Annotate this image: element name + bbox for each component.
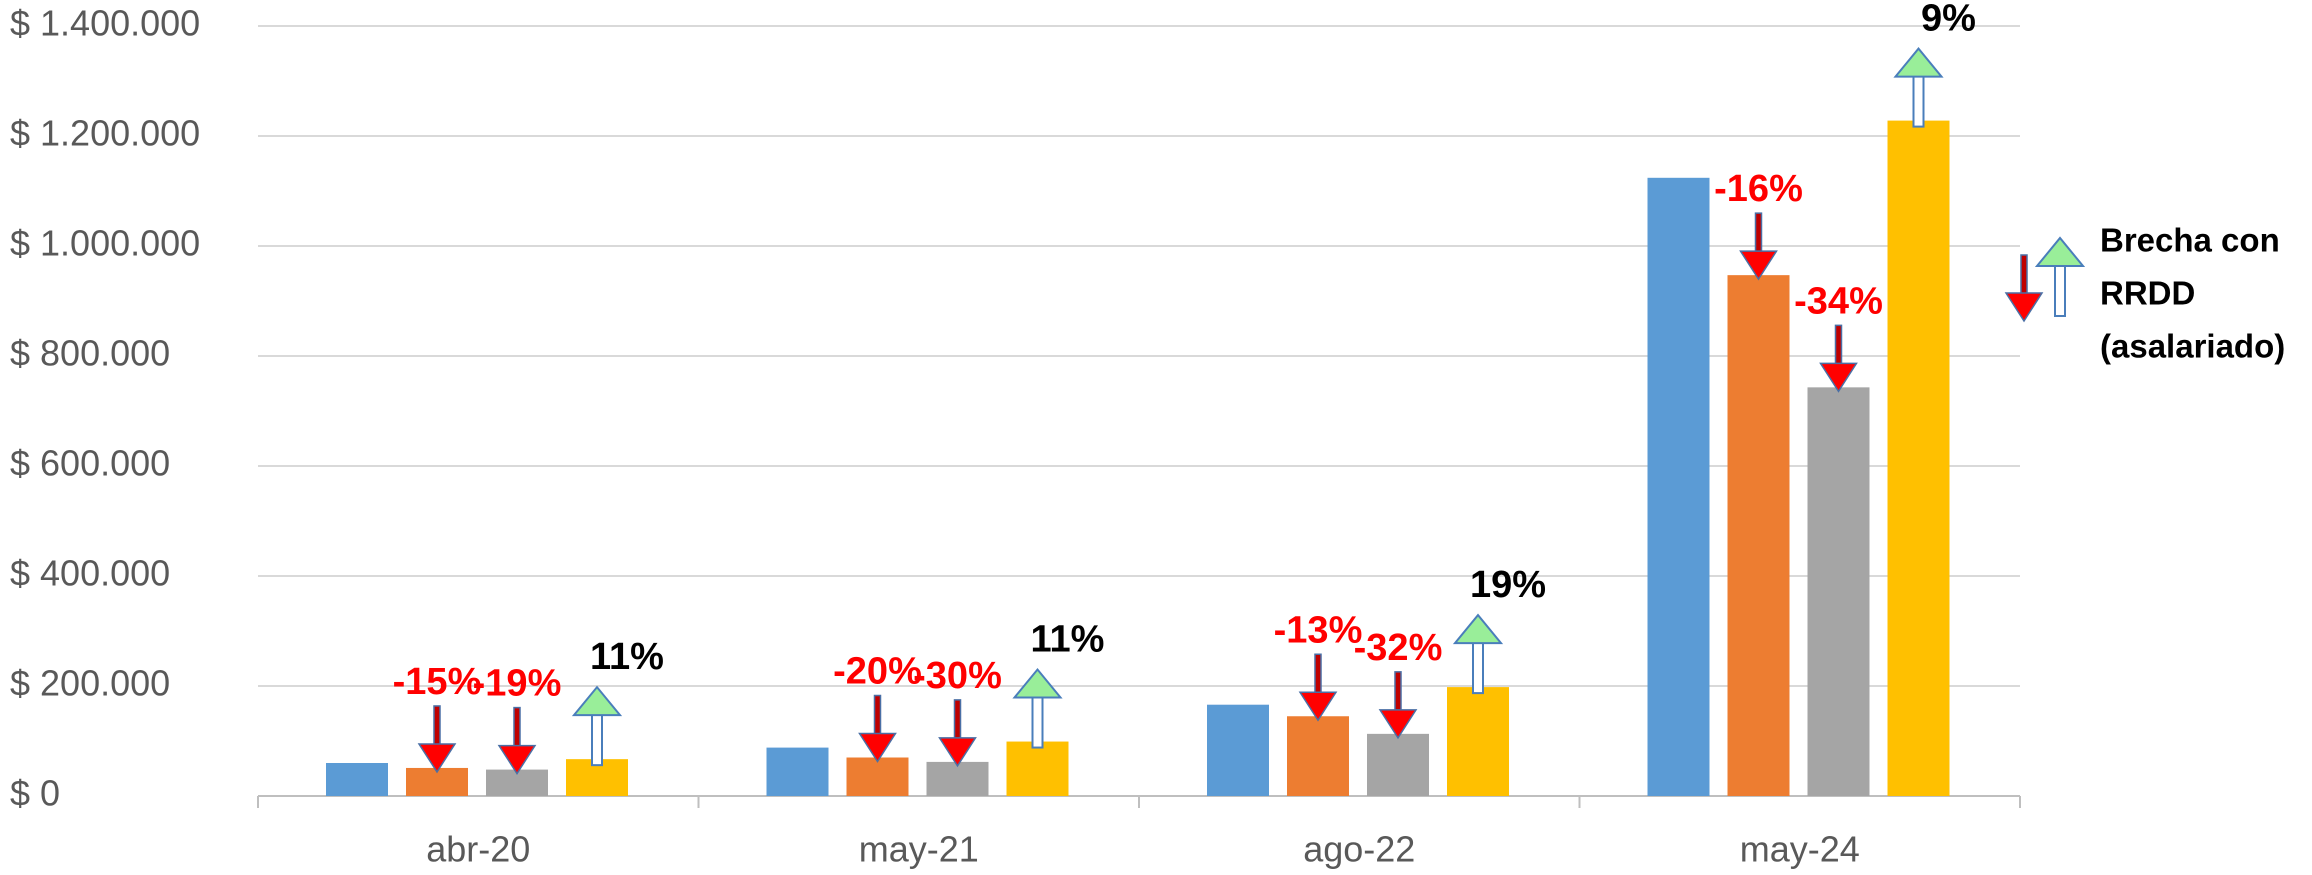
gap-label: -30%	[913, 655, 1002, 697]
x-tick-label: may-24	[1740, 829, 1860, 870]
bar	[1447, 687, 1509, 796]
gap-label: 9%	[1921, 0, 1976, 40]
gap-arrow-shaft	[1754, 212, 1763, 256]
gap-label: -34%	[1794, 280, 1883, 322]
gap-arrow-shaft	[1394, 671, 1402, 715]
y-tick-label: $ 1.000.000	[10, 223, 200, 264]
gap-label: -32%	[1354, 627, 1443, 669]
gap-arrow-head	[417, 743, 457, 774]
legend-note: (asalariado)	[2100, 328, 2285, 365]
gap-arrow-shaft	[513, 706, 521, 751]
gap-arrow-head	[1452, 613, 1504, 645]
bar	[326, 763, 388, 796]
bar	[926, 761, 989, 796]
bar	[1727, 275, 1790, 796]
gap-arrow-shaft	[953, 699, 962, 743]
y-tick-label: $ 1.400.000	[10, 3, 200, 44]
gap-label: 19%	[1470, 564, 1546, 606]
gap-arrow-shaft	[873, 694, 882, 739]
gap-label: -16%	[1714, 168, 1803, 210]
y-tick-label: $ 1.200.000	[10, 113, 200, 154]
gap-arrow-shaft	[1834, 324, 1843, 369]
gap-arrow-head	[1819, 362, 1858, 393]
y-tick-label: $ 400.000	[10, 553, 170, 594]
legend-note: RRDD	[2100, 275, 2195, 312]
gap-arrow-shaft	[433, 705, 441, 749]
legend-note: Brecha con	[2100, 222, 2280, 259]
y-tick-label: $ 800.000	[10, 333, 170, 374]
bar	[1006, 741, 1069, 796]
gap-arrow-head	[1893, 47, 1944, 78]
gap-arrow-head	[1378, 709, 1418, 740]
gap-arrow-shaft	[1031, 694, 1044, 749]
bar	[1367, 733, 1429, 796]
bar	[1207, 704, 1269, 796]
gap-arrow-shaft	[1912, 73, 1925, 128]
legend-arrow-head	[2004, 292, 2044, 323]
gap-label: -19%	[473, 663, 562, 705]
bar	[1287, 716, 1349, 796]
gap-label: 11%	[1031, 619, 1105, 661]
gap-arrow-head	[938, 737, 977, 768]
x-tick-label: ago-22	[1303, 829, 1415, 870]
bar	[766, 747, 829, 796]
y-tick-label: $ 600.000	[10, 443, 170, 484]
bar	[1647, 177, 1710, 797]
gap-arrow-head	[1298, 691, 1338, 722]
gap-arrow-head	[497, 744, 537, 775]
gap-arrow-shaft	[1472, 640, 1484, 695]
legend-arrow-head	[2034, 236, 2086, 267]
y-tick-label: $ 0	[10, 773, 60, 814]
bar	[1887, 120, 1950, 797]
gap-label: -13%	[1274, 609, 1363, 651]
gap-arrow-head	[1739, 250, 1778, 281]
gap-arrow-shaft	[1314, 653, 1322, 697]
gap-arrow-head	[858, 732, 897, 763]
gap-label: -20%	[833, 651, 922, 693]
legend-arrow-shaft	[2054, 263, 2066, 317]
gap-label: 11%	[590, 636, 664, 678]
x-tick-label: abr-20	[426, 829, 530, 870]
bar	[846, 757, 909, 796]
x-tick-label: may-21	[859, 829, 979, 870]
gap-arrow-shaft	[591, 712, 603, 767]
legend-arrow-shaft	[2020, 254, 2028, 298]
y-tick-label: $ 200.000	[10, 663, 170, 704]
bar	[1807, 387, 1870, 796]
gap-arrow-head	[1012, 667, 1063, 699]
gap-arrow-head	[571, 685, 623, 717]
gap-label: -15%	[393, 661, 482, 703]
